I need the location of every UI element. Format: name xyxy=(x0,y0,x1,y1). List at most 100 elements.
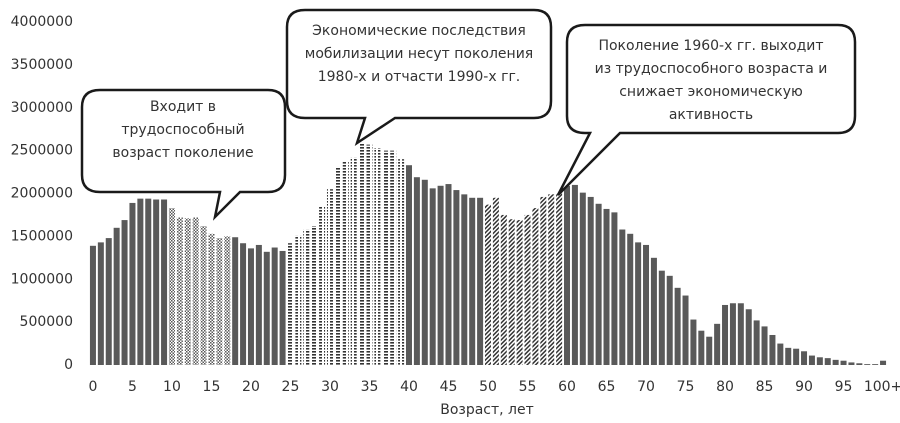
bar xyxy=(524,214,531,365)
bar xyxy=(540,196,547,365)
bar xyxy=(271,247,278,365)
bar xyxy=(453,190,460,365)
bar xyxy=(161,199,168,365)
bar xyxy=(745,309,752,365)
bar xyxy=(477,197,484,365)
bar xyxy=(579,192,586,365)
bar xyxy=(382,150,389,365)
bar xyxy=(619,229,626,365)
x-tick-label: 45 xyxy=(440,379,458,395)
bar xyxy=(690,319,697,365)
bar xyxy=(303,229,310,365)
bar xyxy=(326,189,333,365)
bar xyxy=(785,347,792,365)
bar xyxy=(840,360,847,365)
bar xyxy=(722,304,729,365)
bar xyxy=(777,343,784,365)
bar xyxy=(89,245,96,365)
bar xyxy=(500,214,507,365)
bar xyxy=(556,193,563,365)
bar xyxy=(390,150,397,365)
bar xyxy=(113,227,120,365)
bar xyxy=(287,243,294,365)
y-tick-label: 2500000 xyxy=(11,143,73,159)
bar xyxy=(832,359,839,365)
bar xyxy=(445,184,452,365)
bar xyxy=(650,257,657,365)
bar xyxy=(484,204,492,365)
bar xyxy=(532,208,539,365)
bar xyxy=(769,334,776,365)
bar xyxy=(595,203,602,365)
bar xyxy=(184,218,191,365)
bar xyxy=(469,197,476,365)
bar xyxy=(413,177,420,365)
bar xyxy=(295,235,302,365)
bar xyxy=(856,363,863,365)
y-tick-label: 0 xyxy=(64,357,73,373)
bar xyxy=(492,197,499,365)
bar xyxy=(350,157,357,365)
bar xyxy=(587,196,594,365)
bar xyxy=(192,217,199,365)
x-tick-label: 40 xyxy=(400,379,418,395)
bar xyxy=(808,355,815,365)
bar xyxy=(761,326,768,365)
bar xyxy=(405,165,412,365)
bar xyxy=(793,348,800,365)
x-tick-label: 75 xyxy=(677,379,695,395)
x-tick-label: 60 xyxy=(558,379,576,395)
bar xyxy=(176,217,183,365)
bar xyxy=(729,303,736,365)
bar xyxy=(334,166,341,365)
bar xyxy=(255,244,262,365)
bar xyxy=(224,236,231,365)
x-axis-label: Возраст, лет xyxy=(440,402,534,418)
bar xyxy=(232,237,239,365)
bar xyxy=(153,199,160,365)
x-tick-label: 95 xyxy=(835,379,853,395)
bar xyxy=(571,184,578,365)
x-tick-label: 15 xyxy=(203,379,221,395)
annotation-text: Входит в xyxy=(150,99,216,115)
y-tick-label: 3000000 xyxy=(11,100,73,116)
bar xyxy=(216,238,223,365)
annotation-text: возраст поколение xyxy=(112,145,253,161)
bar xyxy=(366,144,373,365)
bar xyxy=(635,242,642,365)
annotation-text: трудоспособный xyxy=(121,122,244,138)
bar xyxy=(674,287,681,365)
y-tick-label: 4000000 xyxy=(11,14,73,30)
bar xyxy=(429,188,436,365)
x-tick-label: 100+ xyxy=(864,379,900,395)
x-tick-label: 70 xyxy=(637,379,655,395)
x-tick-label: 85 xyxy=(756,379,774,395)
bar xyxy=(461,194,468,365)
bar xyxy=(872,364,879,365)
bar xyxy=(714,323,721,365)
bar xyxy=(864,364,871,365)
x-tick-label: 90 xyxy=(795,379,813,395)
bar xyxy=(374,148,381,365)
bar xyxy=(342,161,349,365)
bar xyxy=(516,220,523,365)
bar xyxy=(706,336,713,365)
bar xyxy=(263,251,270,365)
bar xyxy=(437,185,444,365)
y-tick-label: 2000000 xyxy=(11,186,73,202)
bar xyxy=(848,362,855,365)
bar xyxy=(279,250,286,365)
bar xyxy=(824,358,831,365)
callout xyxy=(80,88,287,221)
x-tick-label: 55 xyxy=(519,379,537,395)
bar xyxy=(240,243,247,365)
bar xyxy=(358,142,365,365)
bar xyxy=(816,357,823,365)
annotation-text: из трудоспособного возраста и xyxy=(595,61,828,77)
bar xyxy=(97,242,104,365)
y-tick-label: 1000000 xyxy=(11,271,73,287)
annotation-text: Поколение 1960-х гг. выходит xyxy=(598,38,823,54)
bar xyxy=(145,198,152,365)
callout xyxy=(556,23,857,196)
x-tick-label: 0 xyxy=(88,379,97,395)
